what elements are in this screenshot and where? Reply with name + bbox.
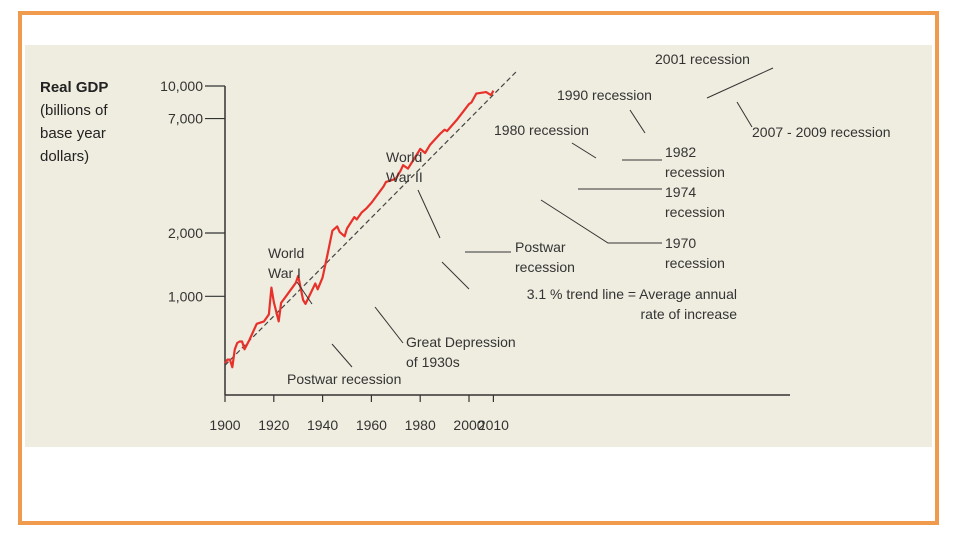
annotation-label: 2007 - 2009 recession: [752, 124, 891, 140]
y-axis-subtitle-line-1: (billions of: [40, 102, 108, 119]
annotation-leader-line: [736, 101, 753, 128]
annotation-label: of 1930s: [406, 354, 460, 370]
annotation-label: Great Depression: [406, 334, 516, 350]
x-tick-label: 1940: [307, 417, 338, 433]
x-tick-label: 2010: [478, 417, 509, 433]
y-tick-label: 7,000: [168, 111, 203, 127]
annotation-label: 1974: [665, 184, 696, 200]
annotation-leader-line: [441, 261, 470, 290]
annotation-leader-line: [571, 142, 597, 159]
annotation-label: 2001 recession: [655, 51, 750, 67]
axes: [224, 86, 790, 396]
annotation-leader-line: [706, 67, 774, 99]
annotation-label: War I: [268, 265, 301, 281]
annotation-label: 1980 recession: [494, 122, 589, 138]
annotation-leader-line: [540, 199, 662, 244]
gdp-series-line: [224, 90, 495, 369]
y-tick-label: 1,000: [168, 288, 203, 304]
annotation-label: rate of increase: [641, 306, 738, 322]
y-axis-title: Real GDP: [40, 79, 109, 96]
y-tick-label: 10,000: [160, 78, 203, 94]
x-tick-label: 1960: [356, 417, 387, 433]
y-tick-label: 2,000: [168, 225, 203, 241]
x-tick-label: 1980: [405, 417, 436, 433]
annotation-label: recession: [515, 259, 575, 275]
x-tick-label: 1900: [209, 417, 240, 433]
y-axis-subtitle-line-2: base year: [40, 125, 106, 142]
y-axis-subtitle-line-3: dollars): [40, 148, 90, 165]
y-axis-ticks: 1,000 2,000 7,000 10,000: [160, 78, 225, 304]
annotation-label: recession: [665, 255, 725, 271]
annotation-label: 3.1 % trend line = Average annual: [527, 286, 737, 302]
gdp-series-group: [224, 90, 495, 369]
annotation-leader-line: [629, 109, 646, 134]
trend-line-group: [224, 69, 519, 366]
annotation-label: 1982: [665, 144, 696, 160]
y-axis-label: Real GDP (billions of base year dollars): [40, 76, 108, 168]
annotations-group: 2001 recession 1990 recession 1980 recessi…: [268, 51, 891, 387]
trend-line: [224, 69, 519, 366]
annotation-label: recession: [665, 164, 725, 180]
annotation-label: World: [268, 245, 304, 261]
annotation-label: recession: [665, 204, 725, 220]
x-tick-label: 2000: [453, 417, 484, 433]
annotation-label: War II: [386, 169, 423, 185]
annotation-leader-line: [374, 306, 404, 344]
annotation-leader-line: [296, 281, 313, 305]
annotation-label: 1990 recession: [557, 87, 652, 103]
x-tick-label: 1920: [258, 417, 289, 433]
annotation-label: World: [386, 149, 422, 165]
annotation-label: 1970: [665, 235, 696, 251]
annotation-label: Postwar recession: [287, 371, 401, 387]
annotation-leader-line: [331, 343, 353, 368]
annotation-label: Postwar: [515, 239, 566, 255]
chart-panel: [25, 45, 932, 447]
annotation-leader-line: [417, 189, 441, 239]
